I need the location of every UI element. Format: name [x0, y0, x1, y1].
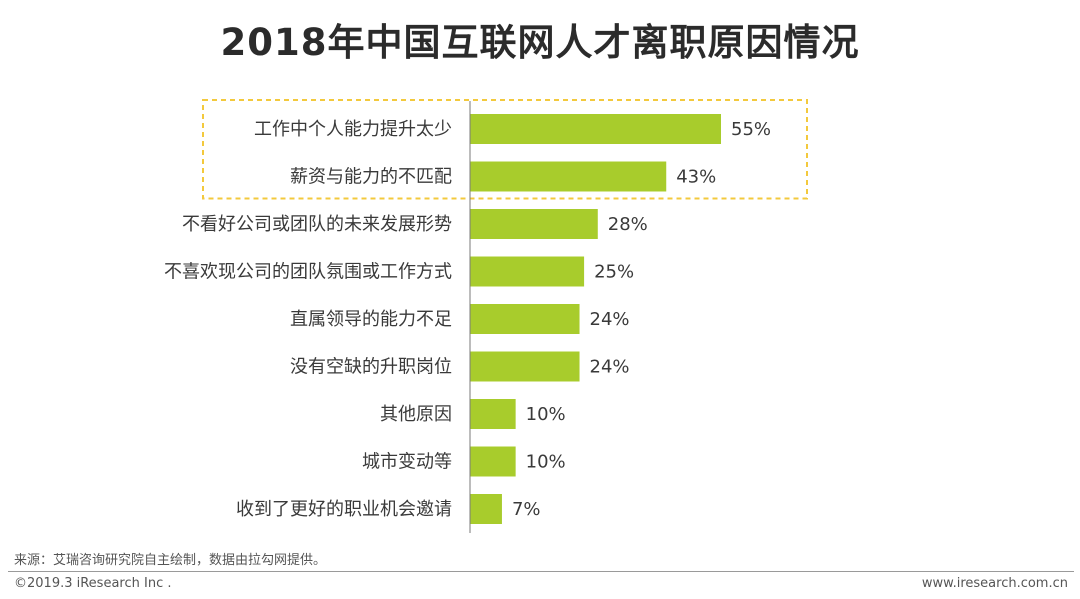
category-label: 不喜欢现公司的团队氛围或工作方式 — [164, 262, 452, 283]
chart-title: 2018年中国互联网人才离职原因情况 — [220, 21, 860, 64]
footer-divider — [8, 571, 1074, 572]
category-label: 其他原因 — [380, 404, 452, 425]
value-label: 24% — [590, 357, 630, 378]
category-label: 没有空缺的升职岗位 — [290, 357, 452, 378]
value-label: 55% — [731, 119, 771, 140]
value-label: 24% — [590, 309, 630, 330]
bar-5 — [470, 304, 580, 334]
copyright-text: ©2019.3 iResearch Inc . — [14, 576, 172, 591]
value-label: 25% — [594, 262, 634, 283]
bar-4 — [470, 256, 585, 287]
category-label: 城市变动等 — [362, 452, 452, 473]
value-label: 10% — [526, 404, 566, 425]
bar-1 — [470, 114, 721, 144]
bar-chart: 工作中个人能力提升太少 55% 薪资与能力的不匹配 43% 不看好公司或团队的未来发展形… — [164, 99, 808, 533]
value-label: 28% — [608, 214, 648, 235]
value-label: 43% — [676, 167, 716, 188]
category-label: 不看好公司或团队的未来发展形势 — [182, 214, 452, 235]
value-label: 10% — [526, 452, 566, 473]
bar-6 — [470, 351, 580, 382]
category-label: 薪资与能力的不匹配 — [290, 167, 452, 188]
category-label: 直属领导的能力不足 — [290, 309, 452, 330]
bar-8 — [470, 446, 516, 477]
category-label: 收到了更好的职业机会邀请 — [236, 499, 452, 520]
bar-3 — [470, 209, 598, 239]
bar-9 — [470, 494, 502, 524]
highlight-box — [202, 99, 808, 200]
website-link[interactable]: www.iresearch.com.cn — [921, 576, 1068, 591]
bar-7 — [470, 399, 516, 429]
value-label: 7% — [512, 499, 541, 520]
category-label: 工作中个人能力提升太少 — [254, 119, 452, 140]
source-note: 来源：艾瑞咨询研究院自主绘制，数据由拉勾网提供。 — [14, 553, 327, 568]
bar-2 — [470, 161, 667, 192]
